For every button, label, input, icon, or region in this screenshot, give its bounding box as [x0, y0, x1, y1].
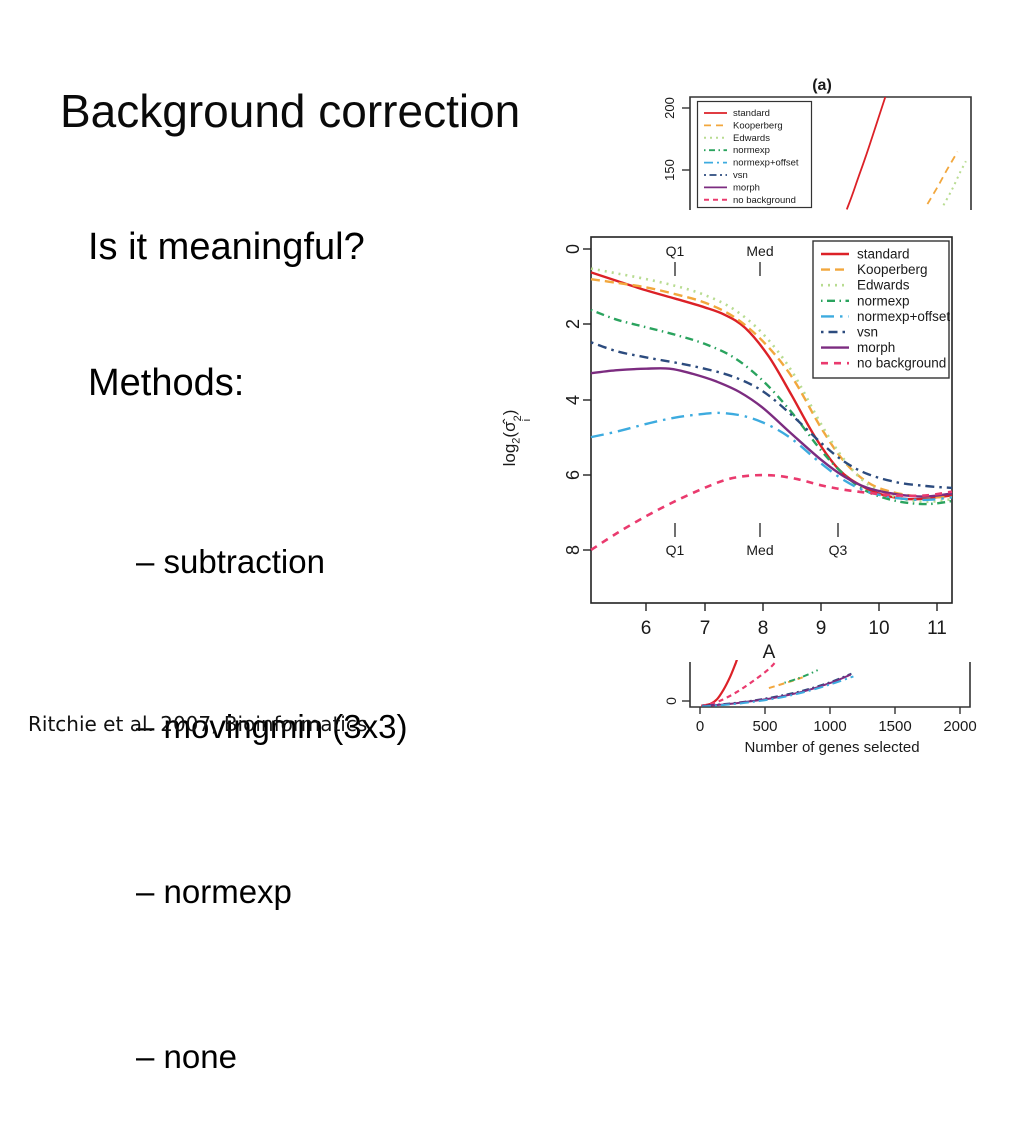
series-normexp: [784, 669, 819, 684]
legend-label: normexp: [733, 145, 770, 156]
list-item: – movingmin (3x3): [136, 708, 408, 745]
series-standard: [590, 271, 953, 501]
citation: Ritchie et al. 2007, Bioinformatics: [28, 712, 368, 736]
plot-border: [689, 96, 972, 210]
legend-box: [696, 100, 813, 209]
x-tick-label: 7: [700, 618, 711, 639]
quantile-label: Q1: [666, 243, 685, 259]
series-Kooperberg: [768, 676, 804, 690]
chart-bottom-svg: 0 0 500 1000 1500 2000 Number of genes s…: [663, 660, 977, 756]
legend-label: Edwards: [857, 278, 910, 293]
x-tick-label: 500: [752, 718, 777, 735]
legend-label: Kooperberg: [733, 120, 783, 131]
x-axis-ticks: [645, 603, 938, 611]
legend-label: no background: [733, 195, 796, 206]
y-axis-title: log2(σ̂ 2 i): [500, 409, 533, 467]
quantile-label: Med: [746, 542, 773, 558]
x-tick-label: 6: [641, 618, 652, 639]
y-tick-label: 8: [563, 545, 583, 555]
legend-label: normexp: [857, 293, 910, 308]
legend-label: no background: [857, 356, 946, 371]
quantile-marks-top: Q1 Med: [666, 243, 774, 276]
list-item: – subtraction: [136, 543, 325, 580]
page-title: Background correction: [60, 85, 521, 137]
y-tick-label: 4: [563, 395, 583, 405]
legend-label: Kooperberg: [857, 262, 928, 277]
quantile-label: Med: [746, 243, 773, 259]
x-axis-title: A: [763, 642, 776, 660]
legend-label: normexp+offset: [733, 158, 799, 169]
x-tick-label: 2000: [943, 718, 976, 735]
legend: standard Kooperberg Edwards normexp norm…: [704, 108, 799, 206]
series-Kooperberg: [590, 277, 953, 499]
y-tick-label: 200: [662, 97, 677, 119]
slide: { "slide": { "title": "Background correc…: [28, 62, 1024, 1075]
legend-label: normexp+offset: [857, 309, 950, 324]
y-tick-label: 150: [662, 159, 677, 181]
legend: standard Kooperberg Edwards normexp norm…: [821, 247, 950, 371]
legend-label: Edwards: [733, 133, 770, 144]
y-axis-ticks: [583, 248, 591, 551]
quantile-label: Q1: [666, 542, 685, 558]
series-layer: [701, 660, 854, 707]
x-tick-label: 1500: [878, 718, 911, 735]
x-tick-label: 8: [758, 618, 769, 639]
chart-panel-a: (a) 200 150 standard Kooperberg Edwards …: [650, 62, 1024, 210]
legend-label: standard: [733, 108, 770, 119]
x-tick-label: 9: [816, 618, 827, 639]
series-normexp-offset: [701, 675, 854, 707]
x-tick-label: 10: [868, 618, 889, 639]
series-Edwards: [942, 160, 967, 206]
legend-label: standard: [857, 247, 910, 262]
series-layer: [590, 267, 953, 552]
x-axis-title: Number of genes selected: [744, 739, 919, 756]
legend-label: vsn: [733, 170, 748, 181]
series-morph: [590, 367, 953, 498]
legend-label: morph: [733, 182, 760, 193]
question-text: Is it meaningful?: [88, 226, 365, 268]
series-standard: [845, 97, 887, 210]
x-tick-label: 1000: [813, 718, 846, 735]
series-standard: [701, 660, 738, 707]
series-no-background: [590, 473, 953, 552]
series-Kooperberg: [926, 151, 959, 205]
list-item: – none: [136, 1038, 237, 1075]
legend-label: vsn: [857, 325, 878, 340]
plot-border: [590, 236, 953, 604]
x-tick-label: 0: [696, 718, 704, 735]
y-tick-label: 2: [563, 319, 583, 329]
panel-a-title: (a): [812, 77, 832, 94]
plot-border: [689, 662, 971, 708]
chart-main-svg: 0 2 4 6 8 6 7 8 9 10 11 A Q1 Med Q1 Med …: [563, 236, 953, 660]
chart-a-svg: (a) 200 150 standard Kooperberg Edwards …: [662, 77, 972, 210]
x-axis-ticks: [699, 707, 961, 714]
series-no-background: [701, 662, 776, 707]
series-normexp-offset: [590, 411, 953, 502]
legend-box: [812, 240, 950, 379]
y-tick-label: 0: [563, 244, 583, 254]
methods-heading: Methods:: [88, 362, 245, 404]
quantile-marks-bottom: Q1 Med Q3: [666, 523, 848, 558]
x-tick-label: 11: [927, 618, 947, 639]
y-tick-label: 6: [563, 470, 583, 480]
methods-list: – subtraction – movingmin (3x3) – normex…: [136, 424, 407, 1139]
series-layer: [845, 97, 967, 210]
list-item: – normexp: [136, 873, 292, 910]
legend-label: morph: [857, 340, 895, 355]
quantile-label: Q3: [829, 542, 848, 558]
y-tick-label: 0: [663, 697, 679, 705]
